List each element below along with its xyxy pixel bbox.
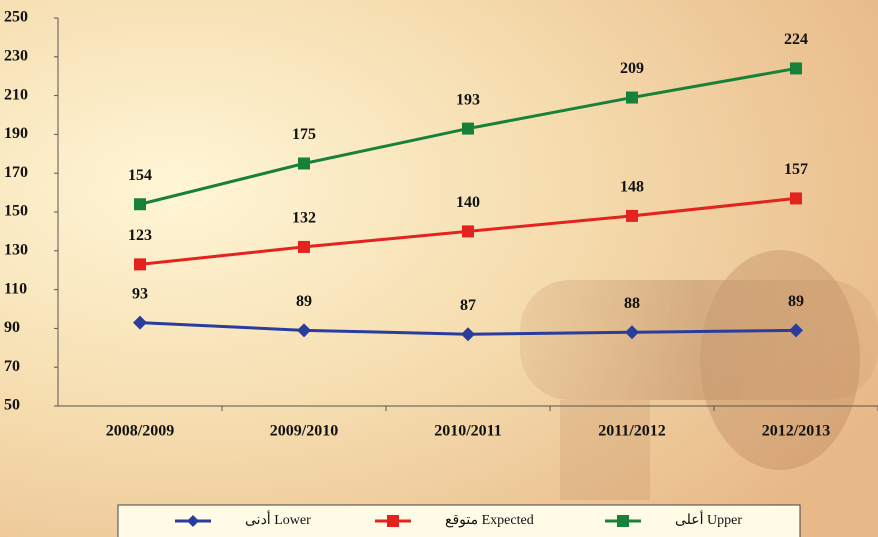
y-tick-label: 230: [4, 47, 28, 64]
y-tick-label: 50: [4, 397, 20, 414]
point: [462, 123, 474, 135]
legend-label: متوقع Expected: [445, 513, 534, 528]
data-label: 193: [456, 91, 480, 108]
y-tick-label: 110: [4, 280, 27, 297]
data-label: 148: [620, 179, 644, 196]
y-tick-label: 170: [4, 164, 28, 181]
point: [617, 515, 629, 527]
data-label: 175: [292, 126, 316, 143]
point: [626, 92, 638, 104]
y-tick-label: 150: [4, 203, 28, 220]
point: [134, 258, 146, 270]
data-label: 157: [784, 161, 808, 178]
point: [462, 225, 474, 237]
data-label: 87: [460, 297, 476, 314]
y-tick-label: 190: [4, 125, 28, 142]
data-label: 89: [296, 293, 312, 310]
data-label: 209: [620, 60, 644, 77]
point: [790, 192, 802, 204]
point: [626, 210, 638, 222]
data-label: 93: [132, 285, 148, 302]
x-tick-label: 2008/2009: [106, 423, 174, 440]
x-tick-label: 2010/2011: [434, 423, 502, 440]
y-tick-label: 70: [4, 358, 20, 375]
y-tick-label: 210: [4, 86, 28, 103]
point: [387, 515, 399, 527]
x-tick-label: 2009/2010: [270, 423, 338, 440]
data-label: 89: [788, 293, 804, 310]
data-label: 132: [292, 210, 316, 227]
x-tick-label: 2011/2012: [598, 423, 666, 440]
y-tick-label: 250: [4, 9, 28, 26]
point: [134, 198, 146, 210]
point: [790, 62, 802, 74]
y-tick-label: 90: [4, 319, 20, 336]
data-label: 224: [784, 31, 808, 48]
x-tick-label: 2012/2013: [762, 423, 830, 440]
chart: أدنى Lowerمتوقع Expectedأعلى Upper 50709…: [0, 0, 878, 537]
y-tick-label: 130: [4, 241, 28, 258]
data-label: 154: [128, 167, 152, 184]
data-label: 88: [624, 295, 640, 312]
point: [298, 241, 310, 253]
data-label: 140: [456, 194, 480, 211]
point: [298, 158, 310, 170]
data-label: 123: [128, 227, 152, 244]
